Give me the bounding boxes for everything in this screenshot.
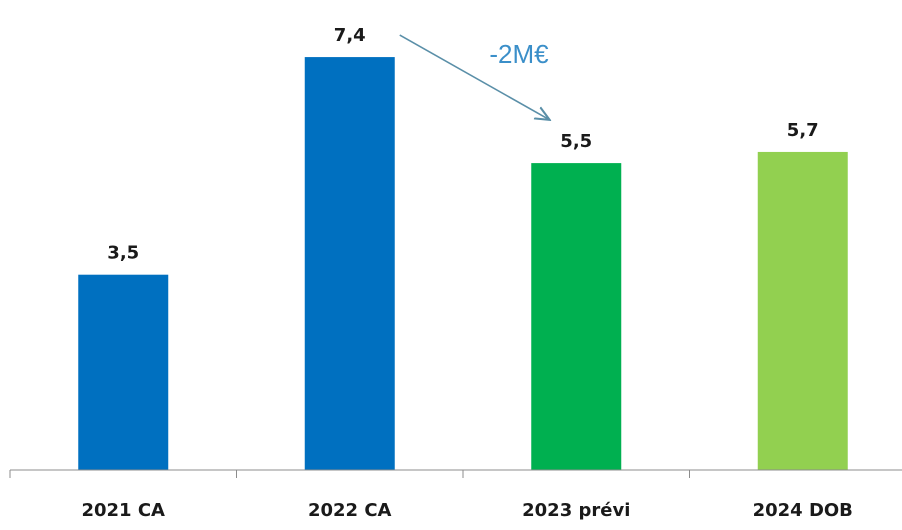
bar-2023-pr-vi: [531, 163, 622, 470]
tick-label-2021-ca: 2021 CA: [81, 500, 165, 521]
labels-group: 3,5 2021 CA 7,4 2022 CA 5,5 2023 prévi 5,7 2024…: [81, 25, 852, 521]
annotation-label: -2M€: [489, 39, 549, 69]
value-label-2021-ca: 3,5: [107, 243, 139, 264]
annotation-arrow: [399, 34, 549, 119]
value-label-2024-dob: 5,7: [787, 120, 819, 141]
x-axis: [9, 469, 902, 478]
tick-label-2022-ca: 2022 CA: [308, 500, 392, 521]
tick-label-2024-dob: 2024 DOB: [753, 500, 853, 521]
annotation-group: -2M€: [399, 34, 549, 119]
value-label-2022-ca: 7,4: [334, 25, 366, 46]
bar-2022-ca: [304, 57, 395, 471]
bar-2021-ca: [78, 274, 169, 470]
bar-2024-dob: [757, 151, 848, 470]
bars-group: [78, 57, 848, 471]
value-label-2023-pr-vi: 5,5: [560, 131, 592, 152]
tick-label-2023-pr-vi: 2023 prévi: [522, 500, 630, 521]
